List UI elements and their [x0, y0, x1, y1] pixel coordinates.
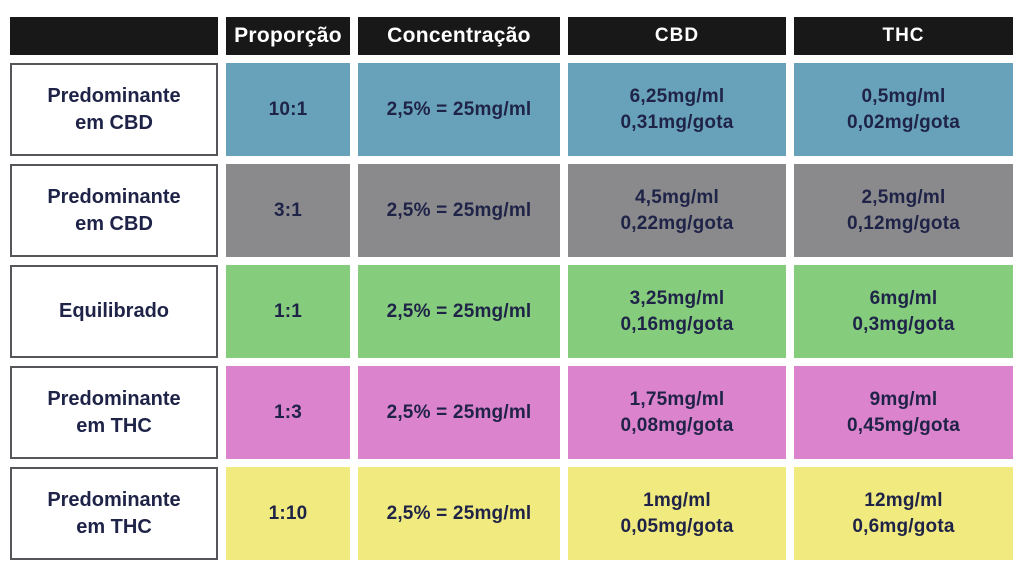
concentration-value: 2,5% = 25mg/ml — [386, 300, 532, 322]
row-label-line1: Predominante — [47, 84, 181, 107]
concentration-cell: 2,5% = 25mg/ml — [358, 164, 560, 257]
row-label-line1: Predominante — [47, 488, 181, 511]
row-label-cell: Equilibrado — [10, 265, 218, 358]
concentration-value: 2,5% = 25mg/ml — [386, 199, 532, 221]
row-label-line2: em CBD — [75, 111, 153, 134]
cbd-mg-ml: 3,25mg/ml — [629, 287, 725, 309]
row-label-cell: Predominante em CBD — [10, 63, 218, 156]
row-label-line2: em CBD — [75, 212, 153, 235]
row-label-cell: Predominante em THC — [10, 366, 218, 459]
thc-value-cell: 6mg/ml 0,3mg/gota — [794, 265, 1013, 358]
thc-value-cell: 12mg/ml 0,6mg/gota — [794, 467, 1013, 560]
row-label-cell: Predominante em CBD — [10, 164, 218, 257]
cbd-mg-gota: 0,05mg/gota — [620, 515, 734, 537]
cbd-mg-gota: 0,16mg/gota — [620, 313, 734, 335]
cbd-mg-gota: 0,22mg/gota — [620, 212, 734, 234]
thc-mg-gota: 0,02mg/gota — [846, 111, 961, 133]
header-cell-empty — [10, 17, 218, 55]
cbd-mg-ml: 4,5mg/ml — [635, 186, 719, 208]
ratio-value: 1:3 — [273, 401, 303, 423]
ratio-cell: 1:10 — [226, 467, 350, 560]
thc-value-cell: 9mg/ml 0,45mg/gota — [794, 366, 1013, 459]
ratio-cell: 3:1 — [226, 164, 350, 257]
row-label-cell: Predominante em THC — [10, 467, 218, 560]
thc-mg-gota: 0,3mg/gota — [852, 313, 955, 335]
thc-value-cell: 0,5mg/ml 0,02mg/gota — [794, 63, 1013, 156]
concentration-value: 2,5% = 25mg/ml — [386, 98, 532, 120]
ratio-cell: 1:1 — [226, 265, 350, 358]
ratio-value: 1:10 — [268, 502, 308, 524]
thc-mg-ml: 0,5mg/ml — [861, 85, 946, 107]
concentration-cell: 2,5% = 25mg/ml — [358, 366, 560, 459]
cbd-value-cell: 4,5mg/ml 0,22mg/gota — [568, 164, 786, 257]
cbd-mg-ml: 1,75mg/ml — [629, 388, 725, 410]
header-cell-cbd: CBD — [568, 17, 786, 55]
row-label-line2: em THC — [76, 414, 152, 437]
cbd-mg-ml: 6,25mg/ml — [629, 85, 725, 107]
thc-mg-gota: 0,12mg/gota — [846, 212, 961, 234]
thc-mg-ml: 6mg/ml — [869, 287, 938, 309]
cbd-value-cell: 3,25mg/ml 0,16mg/gota — [568, 265, 786, 358]
concentration-cell: 2,5% = 25mg/ml — [358, 63, 560, 156]
concentration-cell: 2,5% = 25mg/ml — [358, 467, 560, 560]
cbd-value-cell: 1,75mg/ml 0,08mg/gota — [568, 366, 786, 459]
cbd-value-cell: 6,25mg/ml 0,31mg/gota — [568, 63, 786, 156]
ratio-concentration-table: Proporção Concentração CBD THC Predomina… — [10, 17, 1013, 560]
row-label-line1: Predominante — [47, 387, 181, 410]
cbd-mg-gota: 0,31mg/gota — [620, 111, 734, 133]
ratio-value: 3:1 — [273, 199, 303, 221]
row-label-line1: Equilibrado — [59, 300, 169, 322]
thc-mg-gota: 0,6mg/gota — [852, 515, 955, 537]
ratio-value: 1:1 — [273, 300, 303, 322]
header-cell-concentracao: Concentração — [358, 17, 560, 55]
ratio-value: 10:1 — [268, 98, 308, 120]
concentration-value: 2,5% = 25mg/ml — [386, 502, 532, 524]
thc-mg-gota: 0,45mg/gota — [846, 414, 961, 436]
thc-mg-ml: 12mg/ml — [864, 489, 943, 511]
thc-mg-ml: 2,5mg/ml — [861, 186, 946, 208]
ratio-cell: 10:1 — [226, 63, 350, 156]
thc-value-cell: 2,5mg/ml 0,12mg/gota — [794, 164, 1013, 257]
header-cell-proporcao: Proporção — [226, 17, 350, 55]
cbd-mg-ml: 1mg/ml — [643, 489, 711, 511]
header-cell-thc: THC — [794, 17, 1013, 55]
ratio-cell: 1:3 — [226, 366, 350, 459]
concentration-cell: 2,5% = 25mg/ml — [358, 265, 560, 358]
cbd-value-cell: 1mg/ml 0,05mg/gota — [568, 467, 786, 560]
row-label-line2: em THC — [76, 515, 152, 538]
row-label-line1: Predominante — [47, 185, 181, 208]
concentration-value: 2,5% = 25mg/ml — [386, 401, 532, 423]
cbd-mg-gota: 0,08mg/gota — [620, 414, 734, 436]
thc-mg-ml: 9mg/ml — [869, 388, 938, 410]
